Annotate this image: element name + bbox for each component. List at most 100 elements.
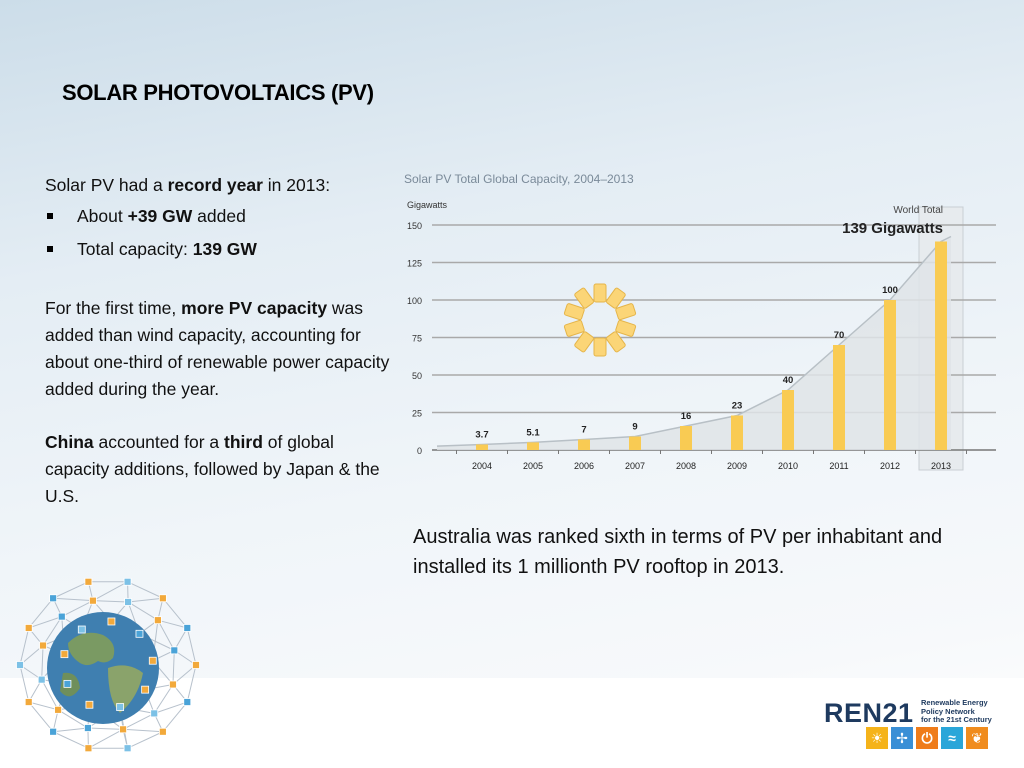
network-link: [52, 731, 89, 749]
bar: [731, 415, 743, 450]
bar-value-label: 5.1: [526, 427, 540, 438]
paragraph-china: China accounted for a third of global ca…: [45, 429, 390, 510]
network-node: [24, 624, 33, 632]
para3-mid: accounted for a: [93, 432, 224, 452]
network-link: [57, 709, 89, 729]
network-node: [153, 616, 162, 625]
logo-name-a: REN: [824, 698, 883, 728]
paragraph-pv-vs-wind: For the first time, more PV capacity was…: [45, 295, 390, 403]
bar: [782, 390, 794, 450]
network-node: [57, 612, 66, 621]
trend-area: [437, 236, 951, 450]
network-link: [172, 650, 175, 685]
network-node: [63, 679, 72, 688]
network-link: [154, 701, 188, 714]
x-tick-label: 2010: [778, 461, 798, 471]
network-node: [123, 744, 132, 753]
network-link: [127, 601, 159, 621]
network-node: [49, 594, 58, 603]
network-node: [183, 624, 192, 632]
network-node: [85, 700, 94, 709]
network-link: [122, 712, 155, 730]
network-node: [123, 577, 132, 586]
network-link: [92, 581, 128, 602]
logo-sub-line: for the 21st Century: [921, 715, 992, 725]
wave-icon: ≈: [941, 727, 963, 749]
bar: [578, 439, 590, 450]
network-link: [87, 727, 124, 730]
slide-title: SOLAR PHOTOVOLTAICS (PV): [62, 80, 374, 105]
globe-land: [108, 665, 143, 713]
network-node: [60, 650, 69, 659]
network-node: [170, 646, 179, 655]
network-link: [52, 581, 89, 599]
bar: [629, 436, 641, 450]
x-tick-label: 2013: [931, 461, 951, 471]
network-link: [42, 616, 63, 646]
para3-bold-third: third: [224, 432, 263, 452]
x-tick-label: 2012: [880, 461, 900, 471]
ren21-logo: REN21 Renewable Energy Policy Network fo…: [824, 696, 1004, 756]
bar-value-label: 23: [732, 401, 743, 412]
bullet-pre: Total capacity:: [77, 239, 193, 259]
pv-capacity-chart: 0 25 50 75 100 125 150 Gigawatts 3.7 2004 5.1 2005 7…: [407, 200, 996, 471]
network-link: [186, 664, 197, 703]
intro-pre: Solar PV had a: [45, 175, 168, 195]
bar-value-label: 9: [632, 422, 637, 433]
logo-subtitle: Renewable Energy Policy Network for the …: [921, 698, 992, 725]
network-globe-icon: [16, 577, 200, 753]
leaf-icon: ❦: [966, 727, 988, 749]
chart-title: Solar PV Total Global Capacity, 2004–201…: [404, 172, 634, 186]
network-node: [183, 698, 192, 706]
network-node: [119, 725, 127, 734]
intro-post: in 2013:: [262, 175, 331, 195]
network-node: [124, 598, 132, 606]
y-tick-label: 75: [412, 334, 422, 344]
y-tick-label: 25: [412, 409, 422, 419]
network-link: [28, 701, 59, 711]
network-link: [162, 701, 188, 733]
sun-petal-icon: [593, 337, 607, 357]
network-node: [54, 705, 63, 714]
network-link: [157, 619, 175, 651]
bar: [527, 442, 539, 450]
bullet-item: About +39 GW added: [45, 203, 390, 230]
x-tick-label: 2005: [523, 461, 543, 471]
bar: [833, 345, 845, 450]
para3-bold-china: China: [45, 432, 94, 452]
network-link: [53, 597, 93, 602]
para2-post: was added than wind capacity, accounting…: [45, 298, 390, 399]
network-link: [157, 619, 188, 629]
para2-bold: more PV capacity: [181, 298, 328, 318]
sun-petal-icon: [574, 331, 594, 353]
network-node: [39, 641, 47, 650]
network-link: [28, 616, 62, 629]
bar-value-label: 7: [581, 425, 586, 436]
globe-land: [68, 632, 115, 666]
bar: [476, 444, 488, 450]
sun-petal-icon: [606, 331, 626, 353]
network-link: [28, 701, 54, 733]
bullet-list: About +39 GW added Total capacity: 139 G…: [45, 203, 390, 263]
network-link: [186, 627, 197, 666]
australia-note: Australia was ranked sixth in terms of P…: [413, 526, 943, 578]
trend-line: [436, 235, 952, 447]
logo-energy-icons: ☀ ✢ ⏻ ≈ ❦: [866, 727, 988, 749]
intro-bold: record year: [167, 175, 263, 195]
y-tick-label: 50: [412, 371, 422, 381]
y-tick-label: 0: [417, 446, 422, 456]
network-link: [41, 645, 44, 680]
x-tick-label: 2004: [472, 461, 492, 471]
network-node: [158, 727, 167, 736]
network-link: [28, 597, 54, 629]
network-link: [19, 664, 30, 703]
network-node: [16, 661, 24, 669]
network-node: [24, 698, 33, 706]
intro-line: Solar PV had a record year in 2013:: [45, 172, 390, 199]
bar-value-label: 40: [783, 375, 794, 386]
sun-petal-icon: [615, 303, 637, 321]
network-node: [49, 727, 58, 736]
network-node: [141, 685, 150, 694]
network-node: [150, 709, 159, 718]
sun-petal-icon: [615, 319, 637, 337]
